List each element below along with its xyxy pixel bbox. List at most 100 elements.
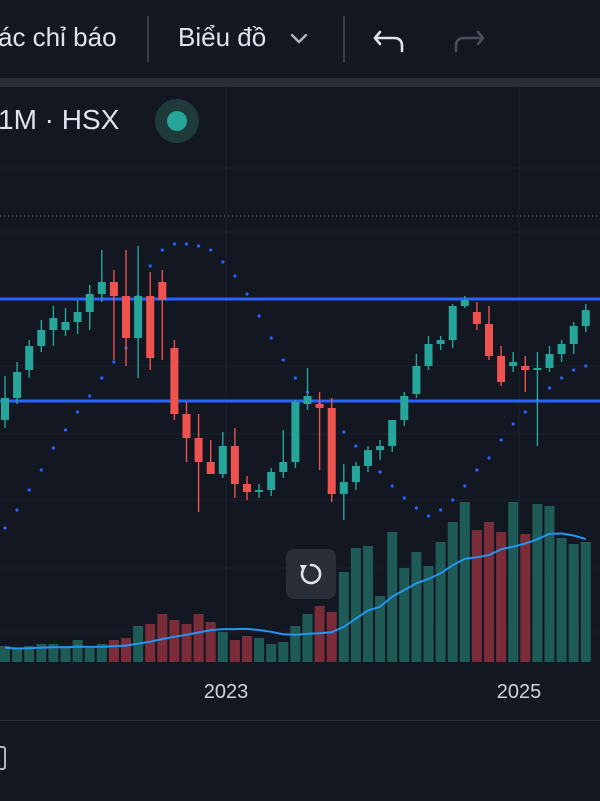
volume-bar bbox=[411, 552, 422, 662]
volume-bar bbox=[169, 620, 180, 662]
candle-body bbox=[533, 368, 542, 370]
calendar-icon[interactable] bbox=[0, 743, 8, 773]
volume-ma-line bbox=[4, 532, 587, 650]
candle-body bbox=[412, 366, 421, 394]
redo-icon[interactable] bbox=[450, 24, 486, 54]
sar-dot bbox=[27, 488, 31, 492]
candle-body bbox=[291, 402, 300, 462]
sar-dot bbox=[390, 484, 394, 488]
chart-type-button[interactable]: Biểu đồ bbox=[178, 22, 267, 52]
candle-body bbox=[61, 322, 70, 330]
sar-dot bbox=[233, 274, 237, 278]
volume-bar bbox=[242, 636, 252, 662]
volume-bar bbox=[108, 640, 119, 662]
volume-ma-series bbox=[4, 532, 587, 650]
sar-dot bbox=[487, 456, 491, 460]
sar-dot bbox=[547, 386, 552, 390]
sar-dot bbox=[342, 430, 346, 434]
sar-series bbox=[3, 242, 588, 530]
volume-bar bbox=[471, 530, 482, 662]
sar-dot bbox=[402, 496, 406, 500]
candle-body bbox=[85, 294, 94, 312]
candle-body bbox=[521, 366, 530, 370]
sar-dot bbox=[51, 446, 56, 450]
volume-bar bbox=[484, 522, 494, 662]
chevron-down-icon[interactable] bbox=[289, 30, 309, 48]
candle-body bbox=[327, 408, 336, 494]
volume-bar bbox=[181, 624, 192, 662]
candle-body bbox=[364, 450, 372, 466]
candle-body bbox=[388, 420, 397, 446]
volume-bar bbox=[84, 648, 95, 662]
candle-body bbox=[448, 306, 457, 340]
candle-body bbox=[557, 344, 566, 354]
sar-dot bbox=[293, 376, 297, 380]
volume-bar bbox=[96, 644, 107, 662]
candle-body bbox=[581, 310, 590, 326]
candle-body bbox=[545, 354, 554, 368]
volume-bar bbox=[254, 638, 265, 662]
candle-body bbox=[146, 296, 155, 358]
sar-dot bbox=[511, 422, 515, 426]
candle-body bbox=[472, 312, 481, 324]
undo-icon[interactable] bbox=[372, 24, 408, 54]
candle-body bbox=[109, 282, 118, 296]
volume-bar bbox=[520, 534, 531, 662]
candle-body bbox=[569, 326, 578, 344]
reset-chart-button[interactable] bbox=[286, 549, 336, 599]
price-chart[interactable]: 2023 2025 bbox=[0, 87, 600, 720]
volume-bar bbox=[326, 612, 337, 662]
sar-dot bbox=[414, 506, 418, 510]
sar-dot bbox=[160, 248, 164, 252]
candle-body bbox=[122, 296, 130, 338]
candle-body bbox=[267, 472, 276, 490]
sar-dot bbox=[584, 364, 588, 368]
sar-dot bbox=[426, 514, 431, 518]
candle-body bbox=[97, 282, 106, 294]
candle-body bbox=[255, 490, 264, 492]
candle-body bbox=[230, 446, 239, 484]
sar-dot bbox=[257, 314, 261, 318]
x-axis-label: 2025 bbox=[497, 681, 542, 703]
sar-dot bbox=[15, 508, 19, 512]
volume-bar bbox=[121, 638, 131, 662]
sar-dot bbox=[148, 264, 152, 268]
sar-dot bbox=[560, 376, 564, 380]
volume-bar bbox=[302, 614, 313, 662]
candle-body bbox=[460, 300, 469, 306]
sar-dot bbox=[100, 376, 104, 380]
sar-dot bbox=[451, 498, 455, 502]
sar-dot bbox=[76, 410, 80, 414]
indicators-button[interactable]: ác chỉ báo bbox=[0, 22, 117, 52]
sar-dot bbox=[475, 468, 479, 472]
sar-dot bbox=[184, 242, 189, 246]
candle-body bbox=[170, 348, 179, 414]
sar-dot bbox=[281, 358, 285, 362]
market-status-indicator[interactable] bbox=[155, 99, 199, 143]
volume-bar bbox=[423, 566, 434, 662]
horizontal-lines[interactable] bbox=[0, 297, 600, 403]
candle-body bbox=[497, 356, 506, 382]
candle-body bbox=[351, 466, 360, 482]
volume-bar bbox=[72, 640, 83, 662]
symbol-legend: 1M · HSX bbox=[0, 104, 120, 135]
candle-body bbox=[376, 446, 385, 450]
sar-dot bbox=[439, 508, 443, 512]
bottom-bar bbox=[0, 720, 600, 801]
volume-bar bbox=[568, 544, 579, 662]
x-axis-label: 2023 bbox=[204, 681, 249, 703]
volume-bar bbox=[496, 532, 507, 662]
sar-dot bbox=[354, 444, 358, 448]
candle-body bbox=[73, 312, 82, 322]
volume-bar bbox=[290, 626, 301, 662]
volume-bar bbox=[48, 644, 59, 662]
candle-body bbox=[509, 362, 518, 366]
volume-bar bbox=[338, 572, 349, 662]
volume-bar bbox=[447, 522, 458, 662]
candle-body bbox=[243, 484, 251, 492]
toolbar-divider bbox=[147, 16, 149, 62]
candle-body bbox=[37, 330, 46, 346]
volume-bar bbox=[350, 548, 361, 662]
sar-dot bbox=[63, 428, 68, 432]
volume-bar bbox=[60, 646, 71, 662]
